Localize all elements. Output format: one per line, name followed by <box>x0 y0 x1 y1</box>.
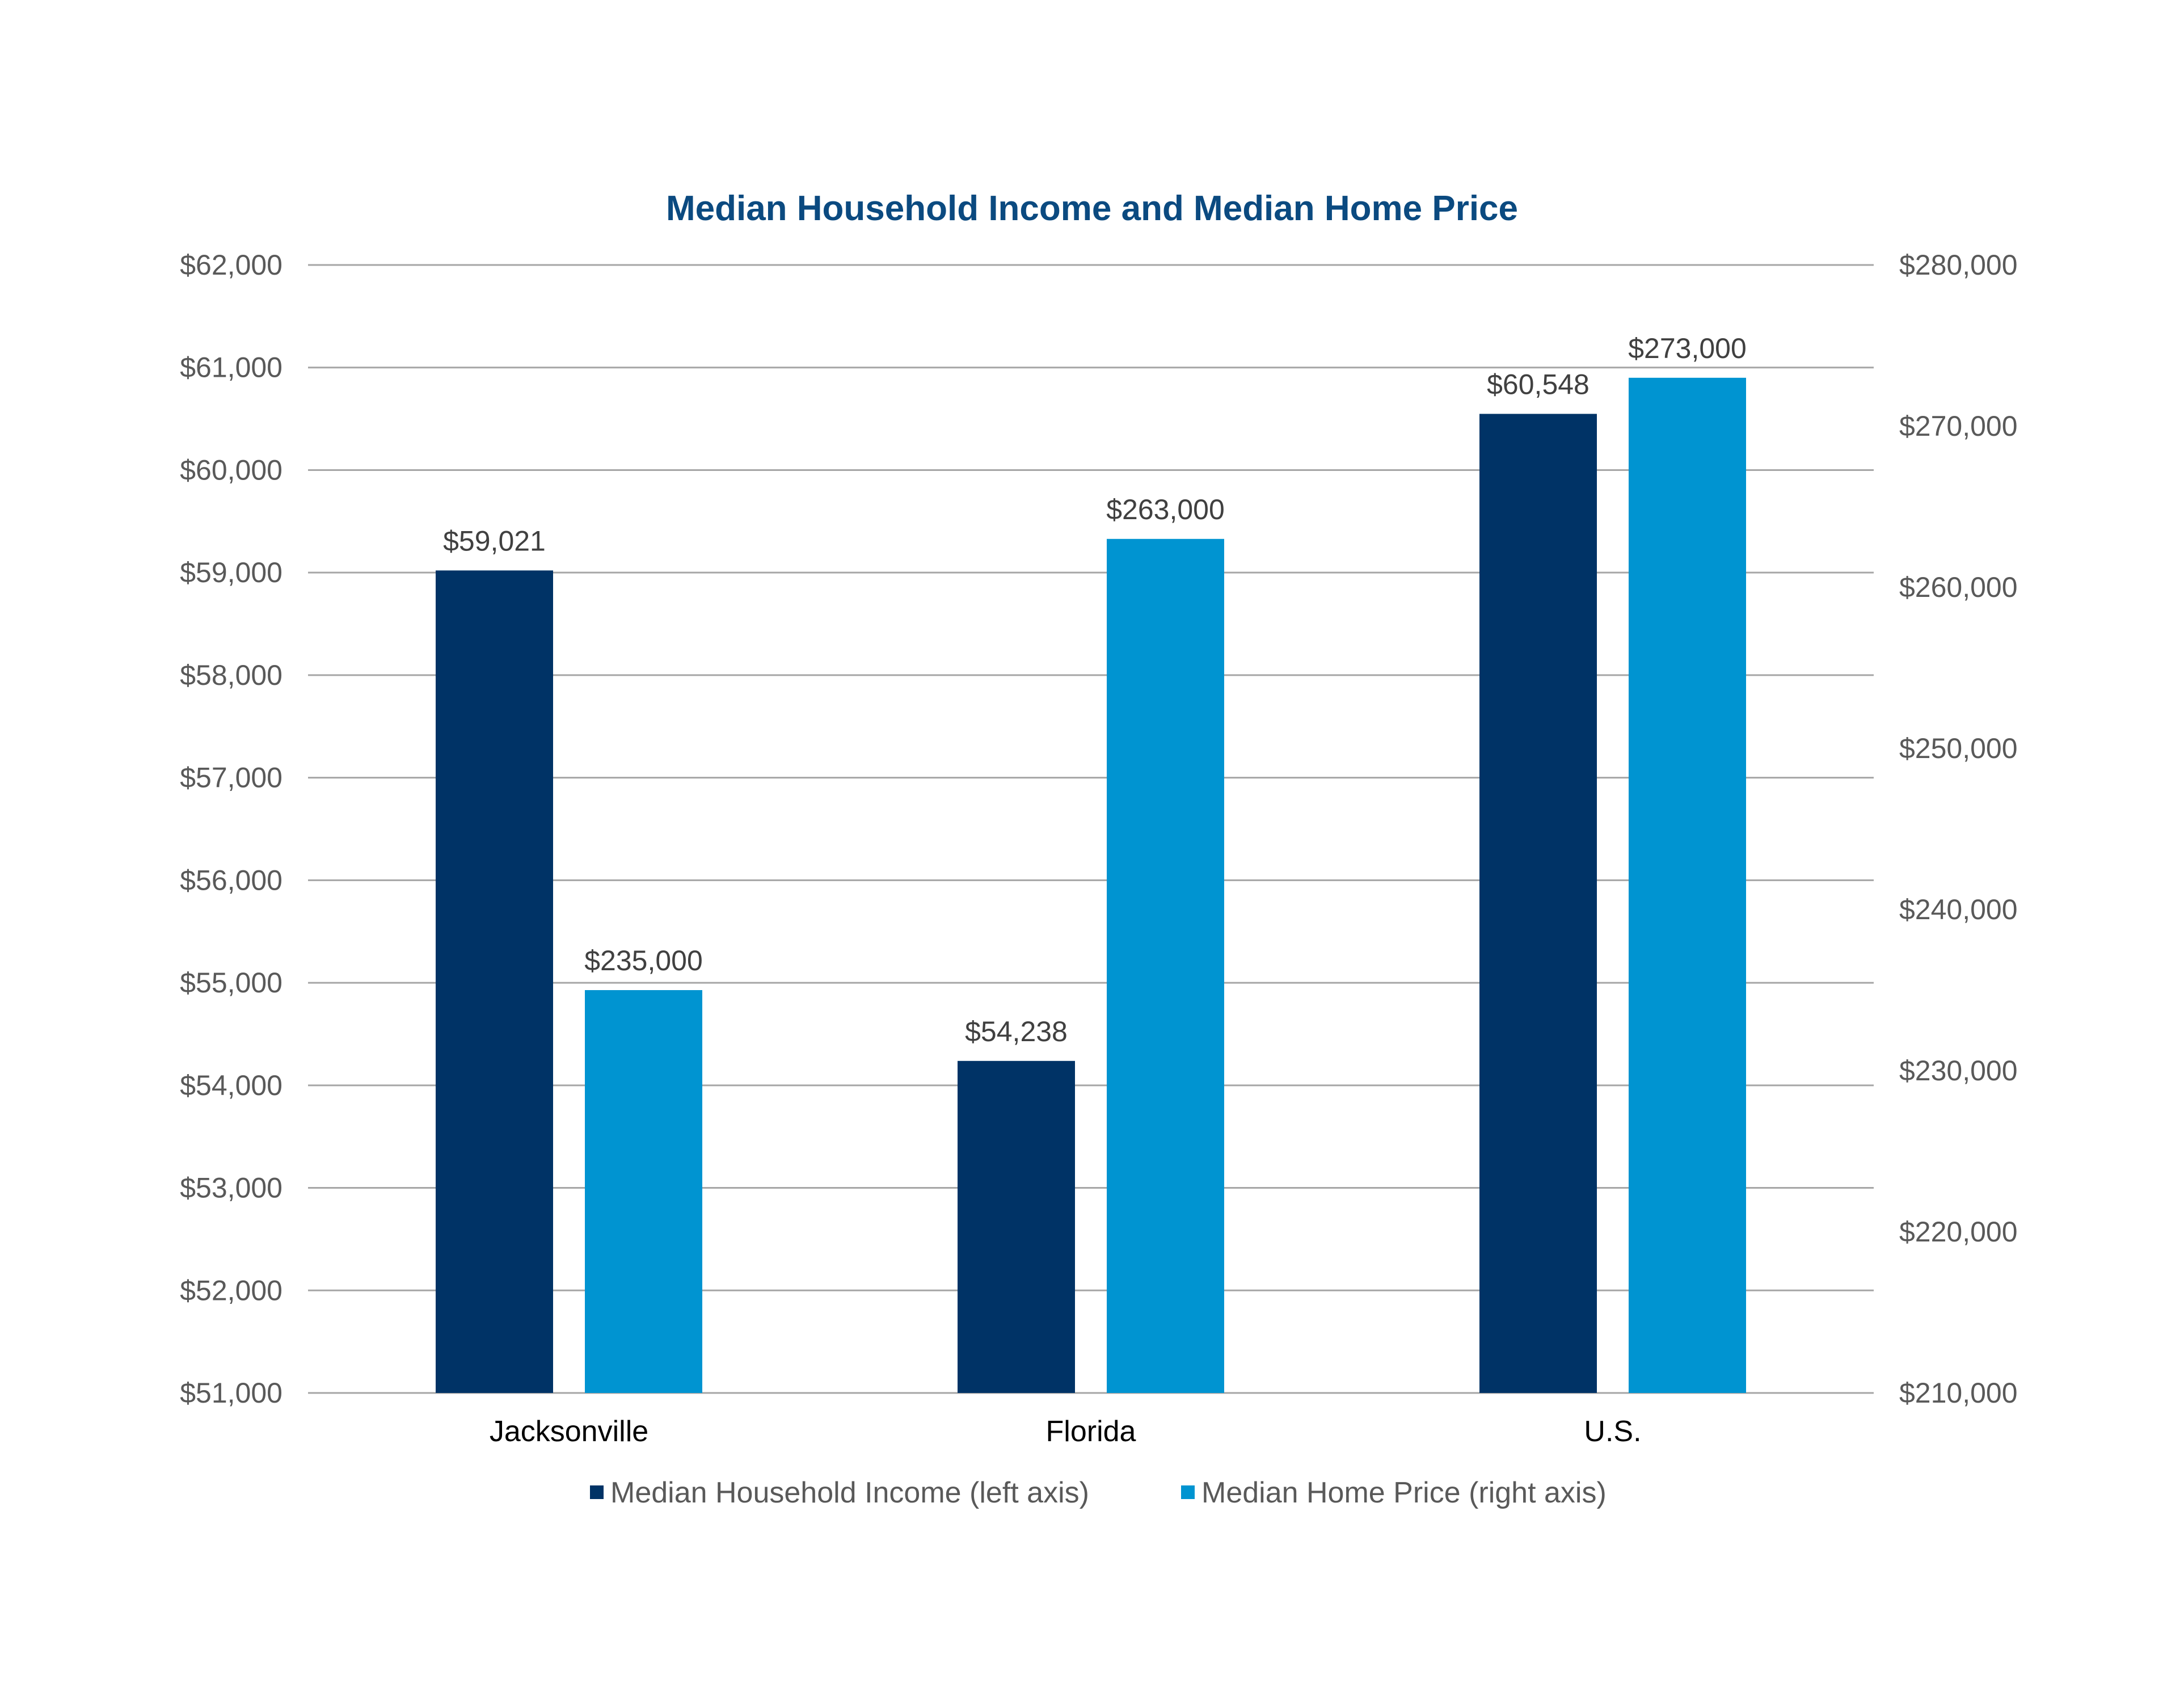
legend-swatch <box>1181 1485 1195 1499</box>
bar-income <box>1479 414 1597 1393</box>
legend-label: Median Home Price (right axis) <box>1201 1476 1607 1509</box>
bar-income <box>436 570 553 1394</box>
left-tick-label: $60,000 <box>180 454 283 486</box>
bar-income <box>958 1060 1075 1393</box>
category-label: U.S. <box>1584 1415 1641 1448</box>
right-tick-label: $210,000 <box>1899 1377 2018 1409</box>
bars-layer <box>436 377 1746 1394</box>
left-tick-label: $58,000 <box>180 659 283 691</box>
labels-layer: $59,021 $235,000 $54,238 $263,000 $60,548 $27… <box>443 332 1747 1047</box>
data-label: $54,238 <box>965 1016 1068 1047</box>
data-label: $60,548 <box>1487 368 1589 400</box>
right-tick-label: $280,000 <box>1899 249 2018 281</box>
category-layer: Jacksonville Florida U.S. <box>490 1415 1642 1448</box>
left-tick-label: $59,000 <box>180 557 283 588</box>
legend-swatch <box>590 1485 604 1499</box>
right-tick-label: $260,000 <box>1899 571 2018 603</box>
category-label: Jacksonville <box>490 1415 648 1448</box>
right-axis: $210,000 $220,000 $230,000 $240,000 $250,000… <box>1899 249 2018 1409</box>
left-tick-label: $61,000 <box>180 352 283 384</box>
data-label: $273,000 <box>1628 332 1747 364</box>
bar-home-price <box>585 990 702 1393</box>
grid-layer <box>308 264 1874 1394</box>
bar-home-price <box>1629 377 1746 1393</box>
left-tick-label: $51,000 <box>180 1377 283 1409</box>
category-label: Florida <box>1046 1415 1136 1448</box>
right-tick-label: $240,000 <box>1899 894 2018 925</box>
data-label: $59,021 <box>443 525 546 557</box>
right-tick-label: $270,000 <box>1899 410 2018 442</box>
legend-layer: Median Household Income (left axis) Media… <box>590 1476 1607 1509</box>
left-tick-label: $54,000 <box>180 1070 283 1101</box>
left-tick-label: $55,000 <box>180 967 283 999</box>
chart-title: Median Household Income and Median Home … <box>666 189 1518 228</box>
left-tick-label: $53,000 <box>180 1172 283 1204</box>
right-tick-label: $250,000 <box>1899 733 2018 764</box>
left-tick-label: $62,000 <box>180 249 283 281</box>
bar-home-price <box>1107 538 1224 1393</box>
legend-item: Median Home Price (right axis) <box>1181 1476 1607 1509</box>
left-tick-label: $57,000 <box>180 762 283 794</box>
legend-item: Median Household Income (left axis) <box>590 1476 1089 1509</box>
left-tick-label: $52,000 <box>180 1274 283 1306</box>
right-tick-label: $230,000 <box>1899 1055 2018 1087</box>
right-tick-label: $220,000 <box>1899 1216 2018 1248</box>
data-label: $235,000 <box>584 945 703 976</box>
left-tick-label: $56,000 <box>180 864 283 896</box>
legend-label: Median Household Income (left axis) <box>610 1476 1089 1509</box>
data-label: $263,000 <box>1106 494 1225 525</box>
left-axis: $51,000 $52,000 $53,000 $54,000 $55,000 $56,0… <box>180 249 283 1409</box>
